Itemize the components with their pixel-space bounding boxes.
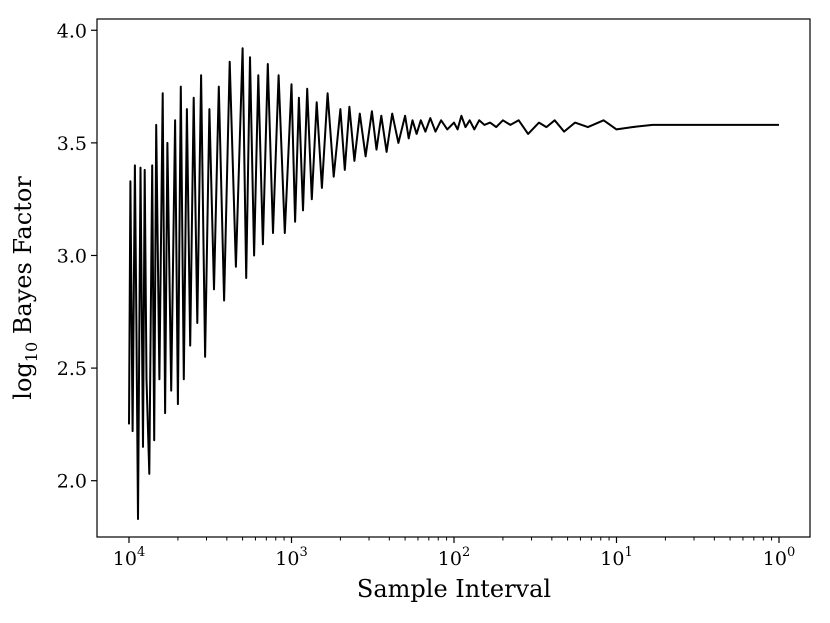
x-tick-label: 104 (113, 545, 145, 570)
y-axis-label-log: log (9, 362, 37, 400)
y-axis-label-subscript: 10 (22, 342, 41, 362)
x-tick-label: 102 (438, 545, 470, 570)
x-axis-label: Sample Interval (357, 575, 551, 603)
y-tick-label: 3.0 (57, 245, 87, 267)
y-tick-label: 2.0 (57, 471, 87, 493)
y-axis-label-text: Bayes Factor (9, 176, 37, 342)
y-tick-label: 4.0 (57, 20, 87, 42)
y-axis-label: log10 Bayes Factor (9, 176, 41, 400)
y-tick-label: 3.5 (57, 133, 87, 155)
series-line-1 (128, 47, 779, 520)
x-tick-label: 100 (763, 545, 795, 570)
chart-marks: 104 103 102 101 100 2.0 2.5 3.0 3.5 4.0 (57, 20, 795, 570)
x-tick-label: 103 (275, 545, 307, 570)
x-tick-label: 101 (600, 545, 632, 570)
y-tick-label: 2.5 (57, 358, 87, 380)
